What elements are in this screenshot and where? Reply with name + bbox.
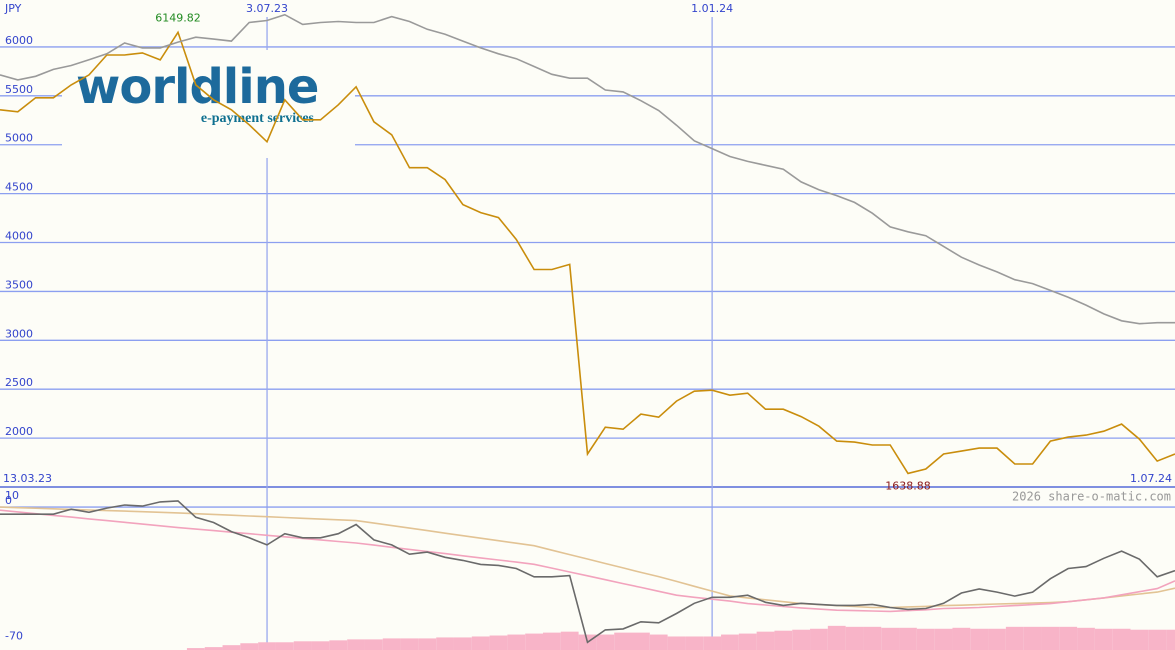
bar	[810, 628, 828, 650]
bar	[186, 648, 205, 650]
y-tick-label: 4500	[5, 181, 33, 194]
bar	[792, 629, 811, 650]
bar	[525, 633, 543, 650]
bar	[1023, 626, 1042, 650]
bar	[453, 637, 472, 650]
bar	[222, 645, 241, 650]
high-label: 6149.82	[155, 11, 201, 24]
bar	[827, 625, 846, 650]
bar	[1005, 626, 1024, 650]
bar	[614, 632, 633, 650]
bar	[596, 634, 615, 650]
data-layer: 6149.82 1638.88	[0, 11, 1175, 650]
bar	[1077, 627, 1095, 650]
bar	[667, 636, 686, 650]
bar	[560, 631, 579, 650]
line	[0, 506, 1175, 609]
bar	[347, 639, 365, 650]
bar	[507, 634, 526, 650]
bar	[721, 634, 739, 650]
low-label: 1638.88	[885, 479, 931, 492]
bar	[471, 636, 490, 650]
bar	[988, 628, 1006, 650]
bar	[418, 638, 437, 650]
bar	[774, 630, 793, 650]
bar	[436, 637, 454, 650]
x-tick-label: 13.03.23	[3, 472, 52, 485]
y-tick-label: 0	[5, 494, 12, 507]
bar	[934, 628, 953, 650]
logo-tagline: e-payment services	[201, 111, 315, 126]
bar	[364, 639, 383, 650]
line	[0, 509, 1175, 613]
bar	[240, 643, 259, 650]
bar	[204, 647, 223, 650]
bar	[756, 631, 775, 650]
x-tick-label: 3.07.23	[246, 2, 288, 15]
bar	[311, 641, 330, 650]
x-tick-label: 1.07.24	[1130, 472, 1172, 485]
bar	[542, 632, 561, 650]
bar	[845, 626, 864, 650]
bar	[1148, 629, 1167, 650]
bar	[1130, 629, 1149, 650]
y-tick-label: 4000	[5, 230, 33, 243]
bar	[1166, 629, 1175, 650]
bar	[258, 642, 276, 650]
bar	[1041, 626, 1060, 650]
bar	[400, 638, 419, 650]
line	[0, 500, 1175, 644]
bar	[899, 627, 917, 650]
line	[0, 13, 1175, 325]
bar	[275, 642, 294, 650]
bar	[916, 628, 935, 650]
y-tick-label: 5000	[5, 132, 33, 145]
bar	[970, 628, 989, 650]
bar	[293, 641, 312, 650]
bar	[649, 634, 668, 650]
y-tick-label: -70	[5, 629, 23, 642]
bar	[1094, 628, 1113, 650]
bar	[703, 636, 722, 650]
y-tick-label: 2500	[5, 376, 33, 389]
bar	[1112, 628, 1131, 650]
bar	[1059, 626, 1078, 650]
y-tick-label: 6000	[5, 34, 33, 47]
bar	[881, 627, 900, 650]
bar	[489, 635, 508, 650]
bar	[738, 633, 757, 650]
x-tick-label: 1.01.24	[691, 2, 733, 15]
bar	[382, 638, 401, 650]
y-tick-label: 10	[5, 489, 19, 502]
y-tick-label: 3000	[5, 327, 33, 340]
y-tick-label: 2000	[5, 425, 33, 438]
watermark: 2026 share-o-matic.com	[1012, 490, 1171, 504]
logo: worldline e-payment services	[62, 50, 355, 158]
bar	[329, 640, 348, 650]
bar	[632, 632, 650, 650]
logo-box	[62, 50, 355, 158]
bar	[952, 627, 971, 650]
y-tick-label: 3500	[5, 278, 33, 291]
bar	[863, 626, 882, 650]
y-tick-label: 5500	[5, 83, 33, 96]
bar	[685, 636, 704, 650]
y-axis-label: JPY	[4, 2, 22, 15]
line	[0, 30, 1175, 475]
